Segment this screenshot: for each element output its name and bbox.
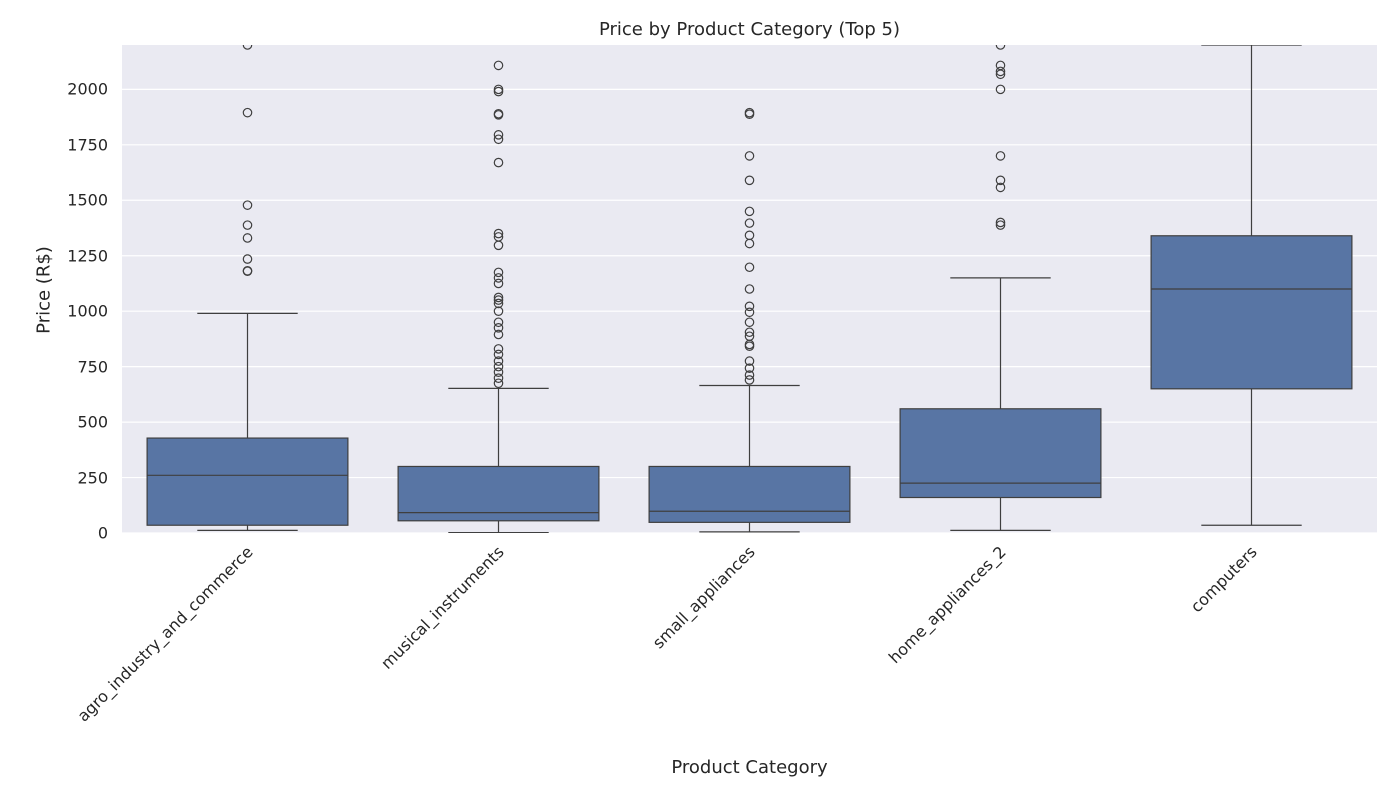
outlier-point [995, 182, 1006, 193]
outlier-point [493, 134, 504, 145]
outlier-point [744, 370, 755, 380]
outlier-point [242, 220, 253, 230]
outlier-point [493, 267, 504, 278]
outlier-point [744, 107, 755, 118]
outlier-point [995, 175, 1006, 186]
outlier-point [493, 228, 504, 239]
y-tick-label: 1500 [67, 190, 108, 210]
outlier-point [493, 373, 504, 383]
outlier-point [493, 378, 504, 389]
y-tick-label: 2000 [67, 79, 108, 99]
outlier-point [493, 60, 504, 71]
outlier-point [493, 157, 504, 168]
outlier-point [493, 356, 504, 366]
outlier-point [995, 45, 1006, 50]
outlier-point [744, 284, 755, 294]
y-tick-label: 750 [77, 357, 108, 377]
y-tick-label: 1000 [67, 301, 108, 321]
box-iqr [899, 408, 1102, 499]
outlier-point [744, 356, 755, 366]
y-tick-label: 500 [77, 412, 108, 432]
outlier-point [493, 344, 504, 354]
y-tick-label: 250 [77, 468, 108, 488]
outlier-point [744, 331, 755, 342]
outlier-point [744, 301, 755, 312]
outlier-point [242, 266, 253, 276]
outlier-point [242, 200, 253, 210]
outlier-point [744, 363, 755, 373]
outlier-point [995, 66, 1006, 77]
outlier-point [493, 232, 504, 242]
box-iqr [397, 465, 600, 522]
outlier-point [493, 317, 504, 328]
y-tick-label: 0 [97, 523, 108, 543]
box-iqr [1150, 235, 1353, 390]
box-iqr [146, 437, 349, 526]
chart-title: Price by Product Category (Top 5) [598, 19, 901, 40]
outlier-point [242, 107, 253, 118]
outlier-point [744, 230, 755, 241]
outlier-point [493, 292, 504, 303]
outlier-point [995, 217, 1006, 228]
outlier-point [493, 295, 504, 305]
outlier-point [744, 151, 755, 161]
y-tick-label: 1250 [67, 246, 108, 266]
outlier-point [242, 254, 253, 264]
outlier-point [493, 278, 504, 289]
outlier-point [744, 327, 755, 338]
outlier-point [744, 307, 755, 318]
outlier-point [493, 298, 504, 309]
outlier-point [744, 218, 755, 228]
x-axis-label: Product Category [671, 757, 828, 778]
boxes-group [146, 45, 1353, 533]
outlier-point [242, 45, 253, 50]
outlier-point [493, 329, 504, 340]
outlier-point [744, 317, 755, 328]
outlier-point [744, 175, 755, 186]
outlier-point [744, 262, 755, 273]
outlier-point [995, 84, 1006, 95]
box-iqr [648, 465, 851, 523]
outlier-point [493, 108, 504, 119]
outlier-point [493, 130, 504, 140]
outlier-point [242, 233, 253, 243]
outlier-point [744, 375, 755, 385]
outlier-point [493, 273, 504, 283]
outlier-point [493, 306, 504, 316]
outlier-point [493, 349, 504, 360]
outlier-point [493, 361, 504, 372]
outlier-point [744, 206, 755, 217]
outlier-point [995, 60, 1006, 71]
outlier-point [995, 220, 1006, 230]
outlier-point [493, 84, 504, 95]
outlier-point [493, 323, 504, 333]
outlier-point [493, 367, 504, 377]
y-tick-label: 1750 [67, 135, 108, 155]
outlier-point [995, 151, 1006, 161]
